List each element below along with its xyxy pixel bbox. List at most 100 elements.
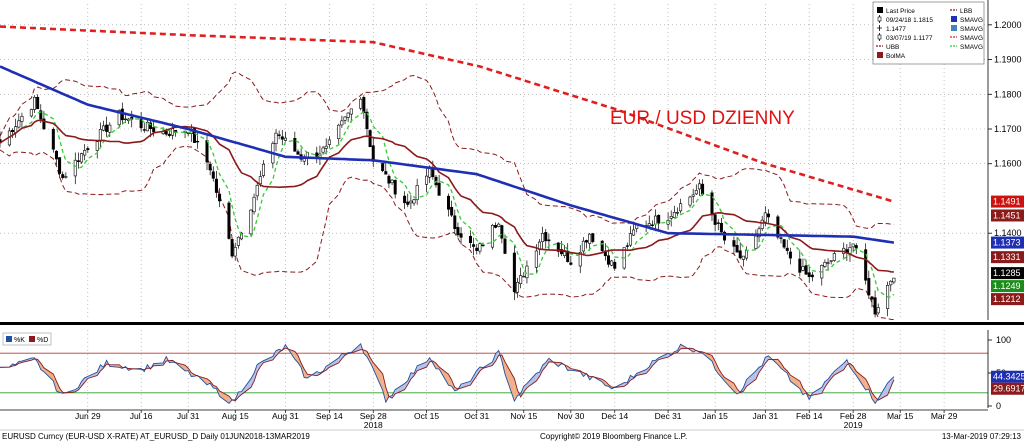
- last-value-tag-bg: [991, 236, 1024, 249]
- oscillator-fill-segment: [75, 387, 79, 392]
- date-tick-label: Dec 31: [655, 411, 682, 421]
- candle-body: [788, 251, 792, 259]
- candlestick: [390, 179, 394, 185]
- candle-body: [406, 201, 410, 205]
- candlestick: [227, 200, 231, 240]
- last-value-tag: 1.1285: [991, 267, 1024, 280]
- candle-body: [588, 233, 592, 244]
- candlestick: [810, 271, 814, 282]
- oscillator-legend-label: %D: [37, 337, 48, 344]
- candlestick: [892, 277, 896, 285]
- legend-item: UBB: [876, 44, 899, 51]
- candlestick: [86, 146, 90, 153]
- candle-body: [456, 227, 460, 236]
- oscillator-fill-segment: [43, 367, 54, 381]
- oscillator-fill-segment: [385, 387, 389, 403]
- last-value-tag: 1.1491: [991, 195, 1024, 208]
- legend-item-label: 09/24/18 1.1815: [886, 17, 933, 24]
- date-tick-label: Jul 31: [177, 411, 200, 421]
- candle-body: [876, 307, 880, 314]
- candle-body: [873, 297, 877, 315]
- oscillator-fill-segment: [843, 359, 847, 370]
- candlestick: [788, 247, 792, 265]
- candle-body: [503, 238, 507, 254]
- candle-body: [519, 275, 523, 284]
- candle-body: [321, 147, 325, 153]
- candlestick: [741, 255, 745, 267]
- main-plot-background: [0, 0, 988, 322]
- candlestick: [625, 242, 629, 250]
- candlestick: [346, 112, 350, 122]
- candlestick: [32, 95, 37, 113]
- oscillator-fill-segment: [777, 359, 781, 369]
- candle-body: [101, 125, 106, 131]
- candlestick: [459, 227, 463, 245]
- candlestick: [873, 290, 877, 318]
- legend-item-label: 1.1477: [886, 26, 906, 33]
- oscillator-fill-segment: [784, 367, 788, 374]
- candle-body: [864, 249, 868, 281]
- candlestick: [591, 233, 595, 244]
- candlestick: [782, 239, 786, 250]
- oscillator-fill-segment: [185, 365, 189, 371]
- candle-body: [340, 120, 344, 126]
- legend-item: SMAVG: [951, 25, 983, 33]
- candle-body: [766, 213, 770, 218]
- candle-body: [447, 195, 451, 210]
- candle-body: [211, 171, 215, 179]
- candle-body: [669, 216, 673, 219]
- oscillator-legend-swatch: [29, 336, 35, 342]
- oscillator-fill-segment: [790, 375, 800, 389]
- candle-body: [450, 206, 454, 216]
- oscillator-fill-segment: [715, 361, 719, 374]
- candle-body: [230, 238, 234, 257]
- candlestick: [475, 244, 479, 255]
- candle-body: [152, 127, 156, 133]
- oscillator-fill-segment: [219, 390, 229, 404]
- upper-bollinger-band: [0, 71, 894, 229]
- candle-body: [387, 175, 391, 184]
- date-tick-label: Jun 29: [75, 411, 101, 421]
- candle-body: [763, 212, 767, 223]
- candlestick: [214, 170, 218, 198]
- oscillator-fill-segment: [476, 366, 480, 376]
- candle-body: [654, 215, 658, 225]
- candle-body: [760, 219, 764, 229]
- candle-body: [650, 224, 654, 226]
- candle-body: [218, 193, 222, 202]
- last-value-labels: 1.1491 1.1451 1.1373 1.1331 1.1285 1.1249 1.12…: [991, 195, 1024, 306]
- candle-body: [541, 233, 545, 243]
- candlestick: [512, 245, 516, 301]
- candle-body: [563, 251, 567, 256]
- candle-body: [697, 183, 701, 190]
- candlestick: [600, 240, 604, 254]
- candle-body: [832, 253, 836, 261]
- candlestick: [779, 235, 783, 244]
- oscillator-fill-segment: [395, 383, 405, 394]
- candle-body: [744, 250, 748, 259]
- candlestick: [713, 213, 717, 232]
- candle-body: [500, 225, 504, 239]
- oscillator-fill-segment: [765, 355, 769, 364]
- candle-body: [547, 239, 551, 242]
- candle-body: [613, 261, 617, 269]
- candle-body: [412, 199, 416, 204]
- candlestick: [280, 129, 284, 146]
- candle-body: [826, 262, 830, 264]
- candlestick: [437, 174, 441, 196]
- candlestick: [337, 123, 341, 146]
- candlestick: [101, 120, 106, 132]
- main-gridlines: [0, 4, 988, 320]
- date-tick-label: Mar 29: [931, 411, 958, 421]
- candlestick: [569, 255, 573, 266]
- filled-square-icon: [877, 52, 883, 58]
- last-value-tag: 1.1249: [991, 280, 1024, 293]
- candle-body: [236, 236, 240, 246]
- candlestick: [669, 210, 673, 227]
- legend-item: 1.1477: [877, 25, 906, 33]
- candlestick: [585, 239, 589, 249]
- candlestick: [606, 249, 610, 268]
- candle-body: [723, 231, 727, 241]
- date-tick-label: Oct 15: [414, 411, 439, 421]
- legend-item: SMAVG: [950, 44, 983, 51]
